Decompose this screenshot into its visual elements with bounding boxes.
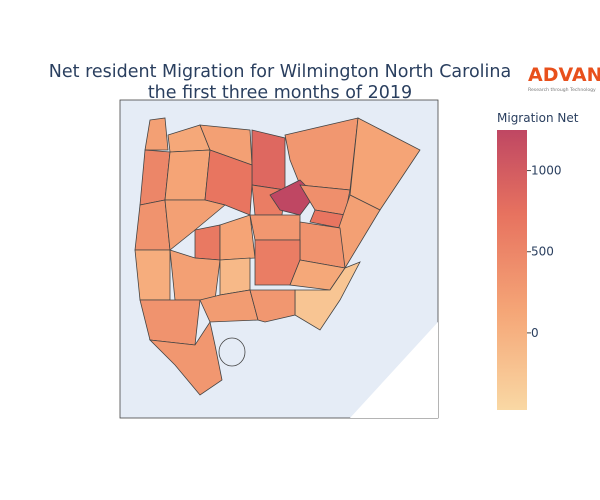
- region: [144, 117, 169, 151]
- water-white: [350, 322, 438, 418]
- region: [169, 249, 221, 301]
- region: [139, 299, 201, 346]
- logo-tagline: Research through Technology: [528, 87, 596, 93]
- logo-brand: ADVAN: [528, 64, 600, 86]
- colorbar: [497, 130, 527, 410]
- region: [251, 129, 286, 191]
- region: [134, 249, 171, 301]
- region: [134, 199, 171, 251]
- region: [249, 214, 301, 241]
- region: [249, 289, 296, 323]
- chart-title: the first three months of 2019: [148, 83, 412, 103]
- region: [164, 149, 211, 201]
- colorbar-title: Migration Net: [497, 111, 579, 125]
- region: [164, 199, 226, 251]
- colorbar-tick-label: 0: [531, 326, 539, 340]
- hole: [218, 337, 246, 367]
- region: [148, 320, 223, 396]
- chart-title: Net resident Migration for Wilmington No…: [49, 62, 511, 82]
- region: [194, 224, 221, 261]
- colorbar-tick-label: 500: [531, 245, 554, 259]
- region: [219, 257, 251, 296]
- regions: [134, 117, 421, 396]
- colorbar-tick-label: 1000: [531, 164, 562, 178]
